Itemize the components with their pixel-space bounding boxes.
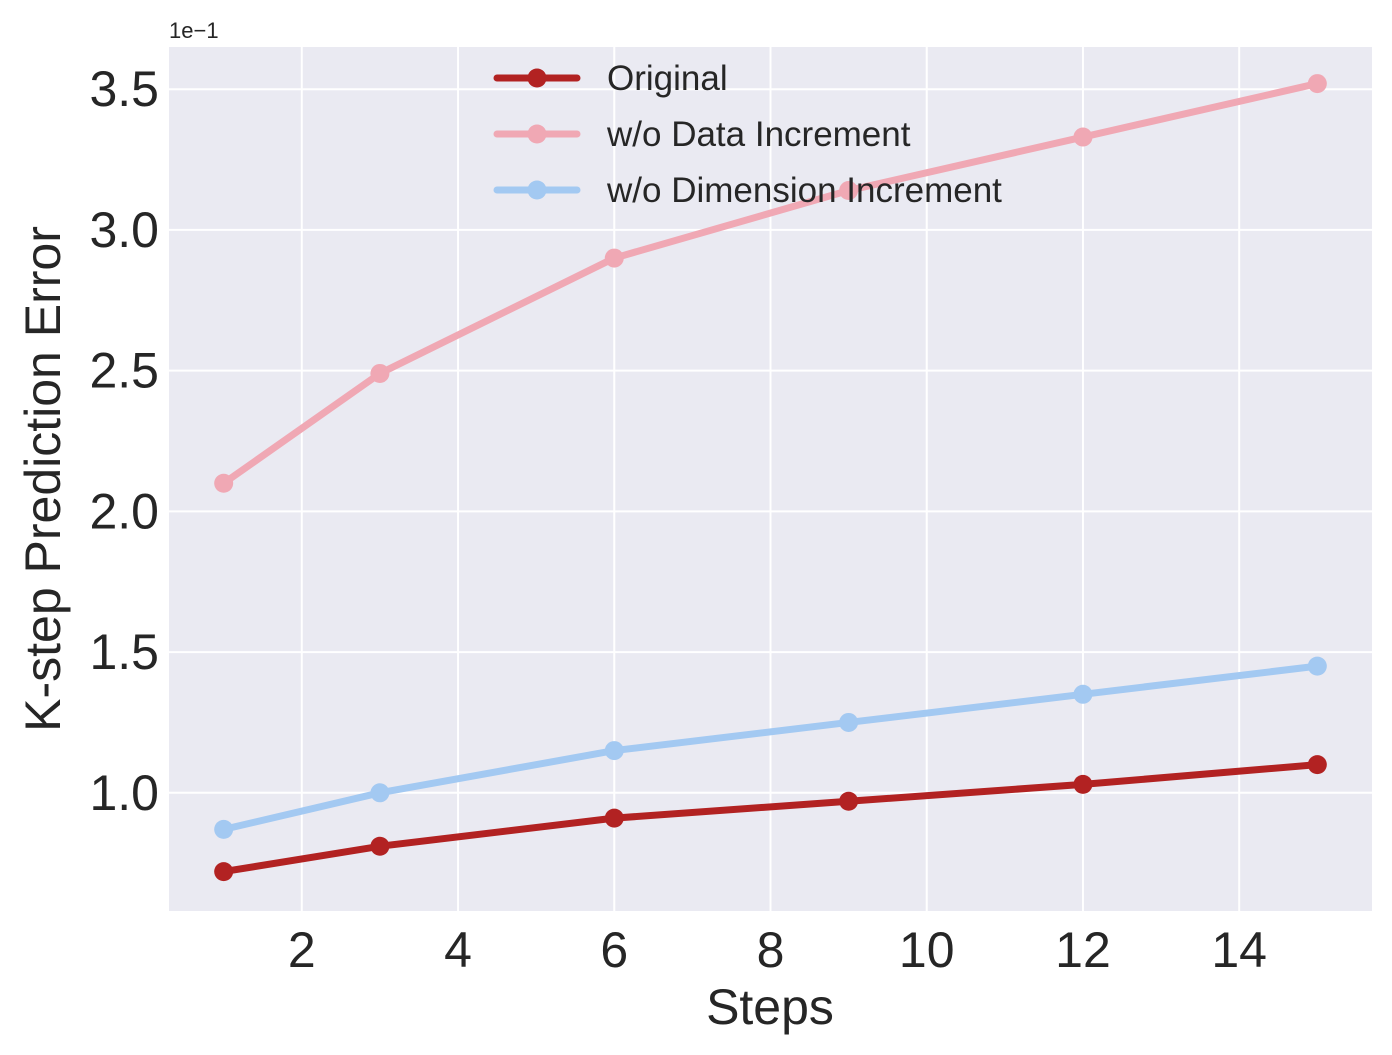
data-point xyxy=(604,741,624,761)
legend-label: Original xyxy=(607,59,728,98)
y-axis-label: K-step Prediction Error xyxy=(15,226,71,732)
data-point xyxy=(370,783,390,803)
y-tick-label: 1.5 xyxy=(89,624,159,680)
legend: Original w/o Data Increment w/o Dimension … xyxy=(493,59,1002,210)
series-line xyxy=(220,662,1321,833)
data-point xyxy=(214,862,234,882)
data-point xyxy=(370,836,390,856)
data-point xyxy=(1307,74,1327,94)
legend-marker xyxy=(527,68,547,88)
y-offset-text: 1e−1 xyxy=(169,18,219,43)
legend-label: w/o Data Increment xyxy=(606,115,911,154)
x-tick-label: 4 xyxy=(444,922,472,978)
x-tick-label: 10 xyxy=(899,922,955,978)
y-tick-label: 2.5 xyxy=(89,343,159,399)
x-tick-label: 2 xyxy=(288,922,316,978)
y-axis-ticks: 1.0 1.5 2.0 2.5 3.0 3.5 xyxy=(89,61,159,821)
data-point xyxy=(839,181,859,201)
data-point xyxy=(1307,656,1327,676)
data-point xyxy=(1307,755,1327,775)
data-point xyxy=(1073,127,1093,147)
legend-label: w/o Dimension Increment xyxy=(606,171,1002,210)
series-lines xyxy=(214,74,1327,882)
y-tick-label: 3.5 xyxy=(89,61,159,117)
data-point xyxy=(1073,684,1093,704)
series-line xyxy=(220,80,1321,487)
series-line xyxy=(220,761,1321,876)
data-point xyxy=(839,791,859,811)
x-tick-label: 8 xyxy=(757,922,785,978)
data-point xyxy=(839,712,859,732)
x-axis-label: Steps xyxy=(706,979,834,1035)
legend-marker xyxy=(527,180,547,200)
y-tick-label: 2.0 xyxy=(89,483,159,539)
x-tick-label: 12 xyxy=(1055,922,1111,978)
x-tick-label: 14 xyxy=(1211,922,1267,978)
x-axis-ticks: 2 4 6 8 10 12 14 xyxy=(288,922,1267,978)
data-point xyxy=(214,819,234,839)
y-tick-label: 1.0 xyxy=(89,765,159,821)
data-point xyxy=(604,248,624,268)
x-tick-label: 6 xyxy=(600,922,628,978)
data-point xyxy=(214,473,234,493)
data-point xyxy=(604,808,624,828)
data-point xyxy=(370,363,390,383)
data-point xyxy=(1073,774,1093,794)
legend-marker xyxy=(527,124,547,144)
y-tick-label: 3.0 xyxy=(89,202,159,258)
